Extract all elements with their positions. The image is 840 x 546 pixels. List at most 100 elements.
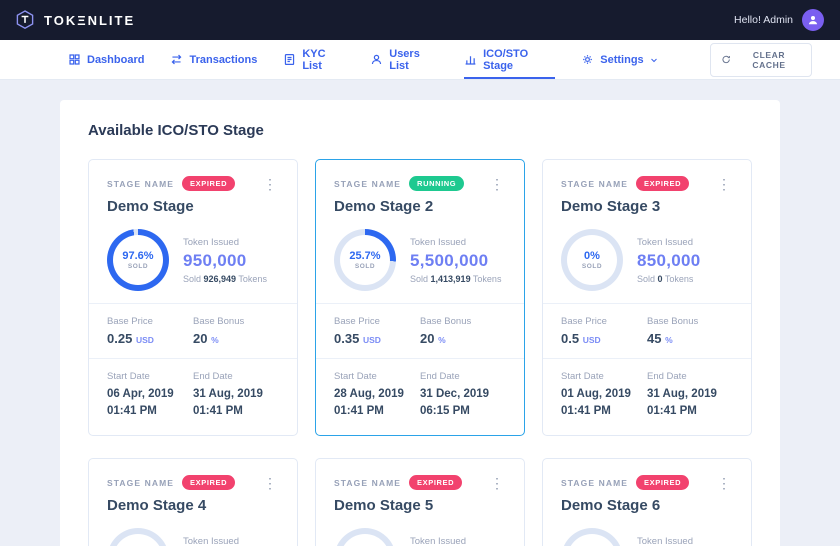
token-issued-label: Token Issued <box>410 535 466 546</box>
clear-cache-button[interactable]: CLEAR CACHE <box>709 42 812 77</box>
user-icon <box>372 54 382 65</box>
card-menu-button[interactable]: ⋮ <box>263 474 277 491</box>
brand-hexagon-icon <box>16 10 34 30</box>
card-menu-button[interactable]: ⋮ <box>263 175 277 192</box>
dates-row: Start Date 06 Apr, 2019 01:41 PM End Dat… <box>107 371 279 419</box>
token-issued-value: 5,500,000 <box>410 250 489 270</box>
dates-row: Start Date 28 Aug, 2019 01:41 PM End Dat… <box>334 371 506 419</box>
end-date-block: End Date 31 Dec, 2019 06:15 PM <box>420 371 506 419</box>
stage-title: Demo Stage <box>107 198 194 215</box>
tokens-word: Tokens <box>472 273 502 284</box>
token-issued-label: Token Issued <box>637 535 693 546</box>
divider <box>89 303 297 304</box>
base-bonus-unit: % <box>665 335 673 345</box>
sold-tokens-line: Sold 0 Tokens <box>637 274 701 284</box>
user-area: Hello! Admin <box>734 9 824 31</box>
greeting-text: Hello! Admin <box>734 14 793 26</box>
tokens-word: Tokens <box>238 273 267 284</box>
tab-ico-sto-stage[interactable]: ICO/STO Stage <box>464 40 555 79</box>
token-issued-row: 0% SOLD Token Issued 850,000 Sold 0 Toke… <box>561 229 733 291</box>
base-bonus-amount: 20 <box>420 331 435 346</box>
stage-card: STAGE NAME RUNNING ⋮ Demo Stage 2 25.7% … <box>315 159 525 437</box>
base-price-value: 0.5 USD <box>561 331 647 346</box>
start-date-block: Start Date 01 Aug, 2019 01:41 PM <box>561 371 647 419</box>
sold-donut: 0% SOLD <box>561 229 623 291</box>
stage-name-label: STAGE NAME <box>107 477 175 488</box>
base-bonus-amount: 45 <box>647 331 662 346</box>
tab-settings[interactable]: Settings <box>581 40 657 79</box>
sold-caption: SOLD <box>127 263 149 270</box>
sold-donut: 0% SOLD <box>334 528 396 546</box>
base-price-amount: 0.25 <box>107 331 133 346</box>
base-bonus-amount: 20 <box>193 331 208 346</box>
main-nav: Dashboard Transactions KYC List Users Li… <box>0 40 840 80</box>
base-price-label: Base Price <box>561 316 607 327</box>
token-issued-row: 97.6% SOLD Token Issued 950,000 Sold 926… <box>107 229 279 291</box>
base-bonus-unit: % <box>211 335 219 345</box>
nav-item-label: Dashboard <box>87 53 145 66</box>
sold-tokens-line: Sold 1,413,919 Tokens <box>410 274 501 284</box>
divider <box>543 358 751 359</box>
token-issued-row: 0% SOLD Token Issued 850,000 Sold 0 Toke… <box>334 528 506 546</box>
tab-dashboard[interactable]: Dashboard <box>68 40 144 79</box>
token-issued-info: Token Issued 850,000 Sold 0 Tokens <box>637 237 701 284</box>
sold-donut-center: 97.6% SOLD <box>113 235 163 285</box>
token-issued-label: Token Issued <box>637 236 693 248</box>
token-issued-label: Token Issued <box>183 535 239 546</box>
nav-item-label: Transactions <box>189 53 258 66</box>
price-bonus-row: Base Price 0.35 USD Base Bonus 20 % <box>334 316 506 346</box>
stage-card: STAGE NAME EXPIRED ⋮ Demo Stage 4 0% SOL… <box>88 458 298 546</box>
token-issued-value: 850,000 <box>637 250 701 270</box>
card-menu-button[interactable]: ⋮ <box>490 474 504 491</box>
stage-card-header: STAGE NAME EXPIRED ⋮ <box>561 474 733 491</box>
sold-percent: 25.7% <box>349 250 381 262</box>
card-menu-button[interactable]: ⋮ <box>717 175 731 192</box>
card-menu-button[interactable]: ⋮ <box>717 474 731 491</box>
price-bonus-row: Base Price 0.5 USD Base Bonus 45 % <box>561 316 733 346</box>
stage-name-label: STAGE NAME <box>561 178 629 189</box>
stage-card-header: STAGE NAME EXPIRED ⋮ <box>107 176 279 191</box>
sold-amount: 0 <box>657 273 663 284</box>
chevron-down-icon <box>650 58 657 62</box>
brand-logo[interactable]: TOKΞNLITE <box>14 9 135 31</box>
base-bonus-value: 20 % <box>193 331 279 346</box>
base-bonus-unit: % <box>438 335 446 345</box>
stage-title: Demo Stage 3 <box>561 198 661 215</box>
sold-percent: 0% <box>584 250 600 262</box>
sold-tokens-line: Sold 926,949 Tokens <box>183 274 267 284</box>
content-panel: Available ICO/STO Stage STAGE NAME EXPIR… <box>60 100 780 546</box>
price-bonus-row: Base Price 0.25 USD Base Bonus 20 % <box>107 316 279 346</box>
end-date-value: 31 Aug, 2019 01:41 PM <box>193 388 263 417</box>
start-date-value: 28 Aug, 2019 01:41 PM <box>334 388 404 417</box>
tab-users-list[interactable]: Users List <box>370 40 438 79</box>
stage-status-badge: RUNNING <box>409 176 465 191</box>
base-bonus-value: 45 % <box>647 331 733 346</box>
base-price-block: Base Price 0.5 USD <box>561 316 647 346</box>
tab-kyc-list[interactable]: KYC List <box>283 40 344 79</box>
stage-card: STAGE NAME EXPIRED ⋮ Demo Stage 97.6% SO… <box>88 159 298 437</box>
stage-status-badge: EXPIRED <box>636 475 690 491</box>
tab-transactions[interactable]: Transactions <box>170 40 257 79</box>
swap-arrows-icon <box>172 54 182 65</box>
start-date-value: 06 Apr, 2019 01:41 PM <box>107 388 174 417</box>
stage-card: STAGE NAME EXPIRED ⋮ Demo Stage 3 0% SOL… <box>542 159 752 437</box>
base-price-block: Base Price 0.25 USD <box>107 316 193 346</box>
token-issued-row: 0% SOLD Token Issued 850,000 Sold 0 Toke… <box>107 528 279 546</box>
bar-chart-icon <box>465 56 476 65</box>
avatar[interactable] <box>802 9 824 31</box>
token-issued-row: 0% SOLD Token Issued 850,000 Sold 0 Toke… <box>561 528 733 546</box>
start-date-label: Start Date <box>561 371 604 382</box>
sold-caption: SOLD <box>581 263 603 270</box>
divider <box>89 358 297 359</box>
tokens-word: Tokens <box>664 273 694 284</box>
stage-name-label: STAGE NAME <box>334 178 402 189</box>
stage-status-badge: EXPIRED <box>182 475 236 491</box>
start-date-block: Start Date 28 Aug, 2019 01:41 PM <box>334 371 420 419</box>
gear-icon <box>583 55 593 64</box>
stage-title: Demo Stage 5 <box>334 497 434 515</box>
end-date-label: End Date <box>647 371 687 382</box>
sold-donut-center: 25.7% SOLD <box>340 235 390 285</box>
card-menu-button[interactable]: ⋮ <box>490 175 504 192</box>
grid-icon <box>69 54 80 65</box>
base-price-unit: USD <box>135 335 154 345</box>
